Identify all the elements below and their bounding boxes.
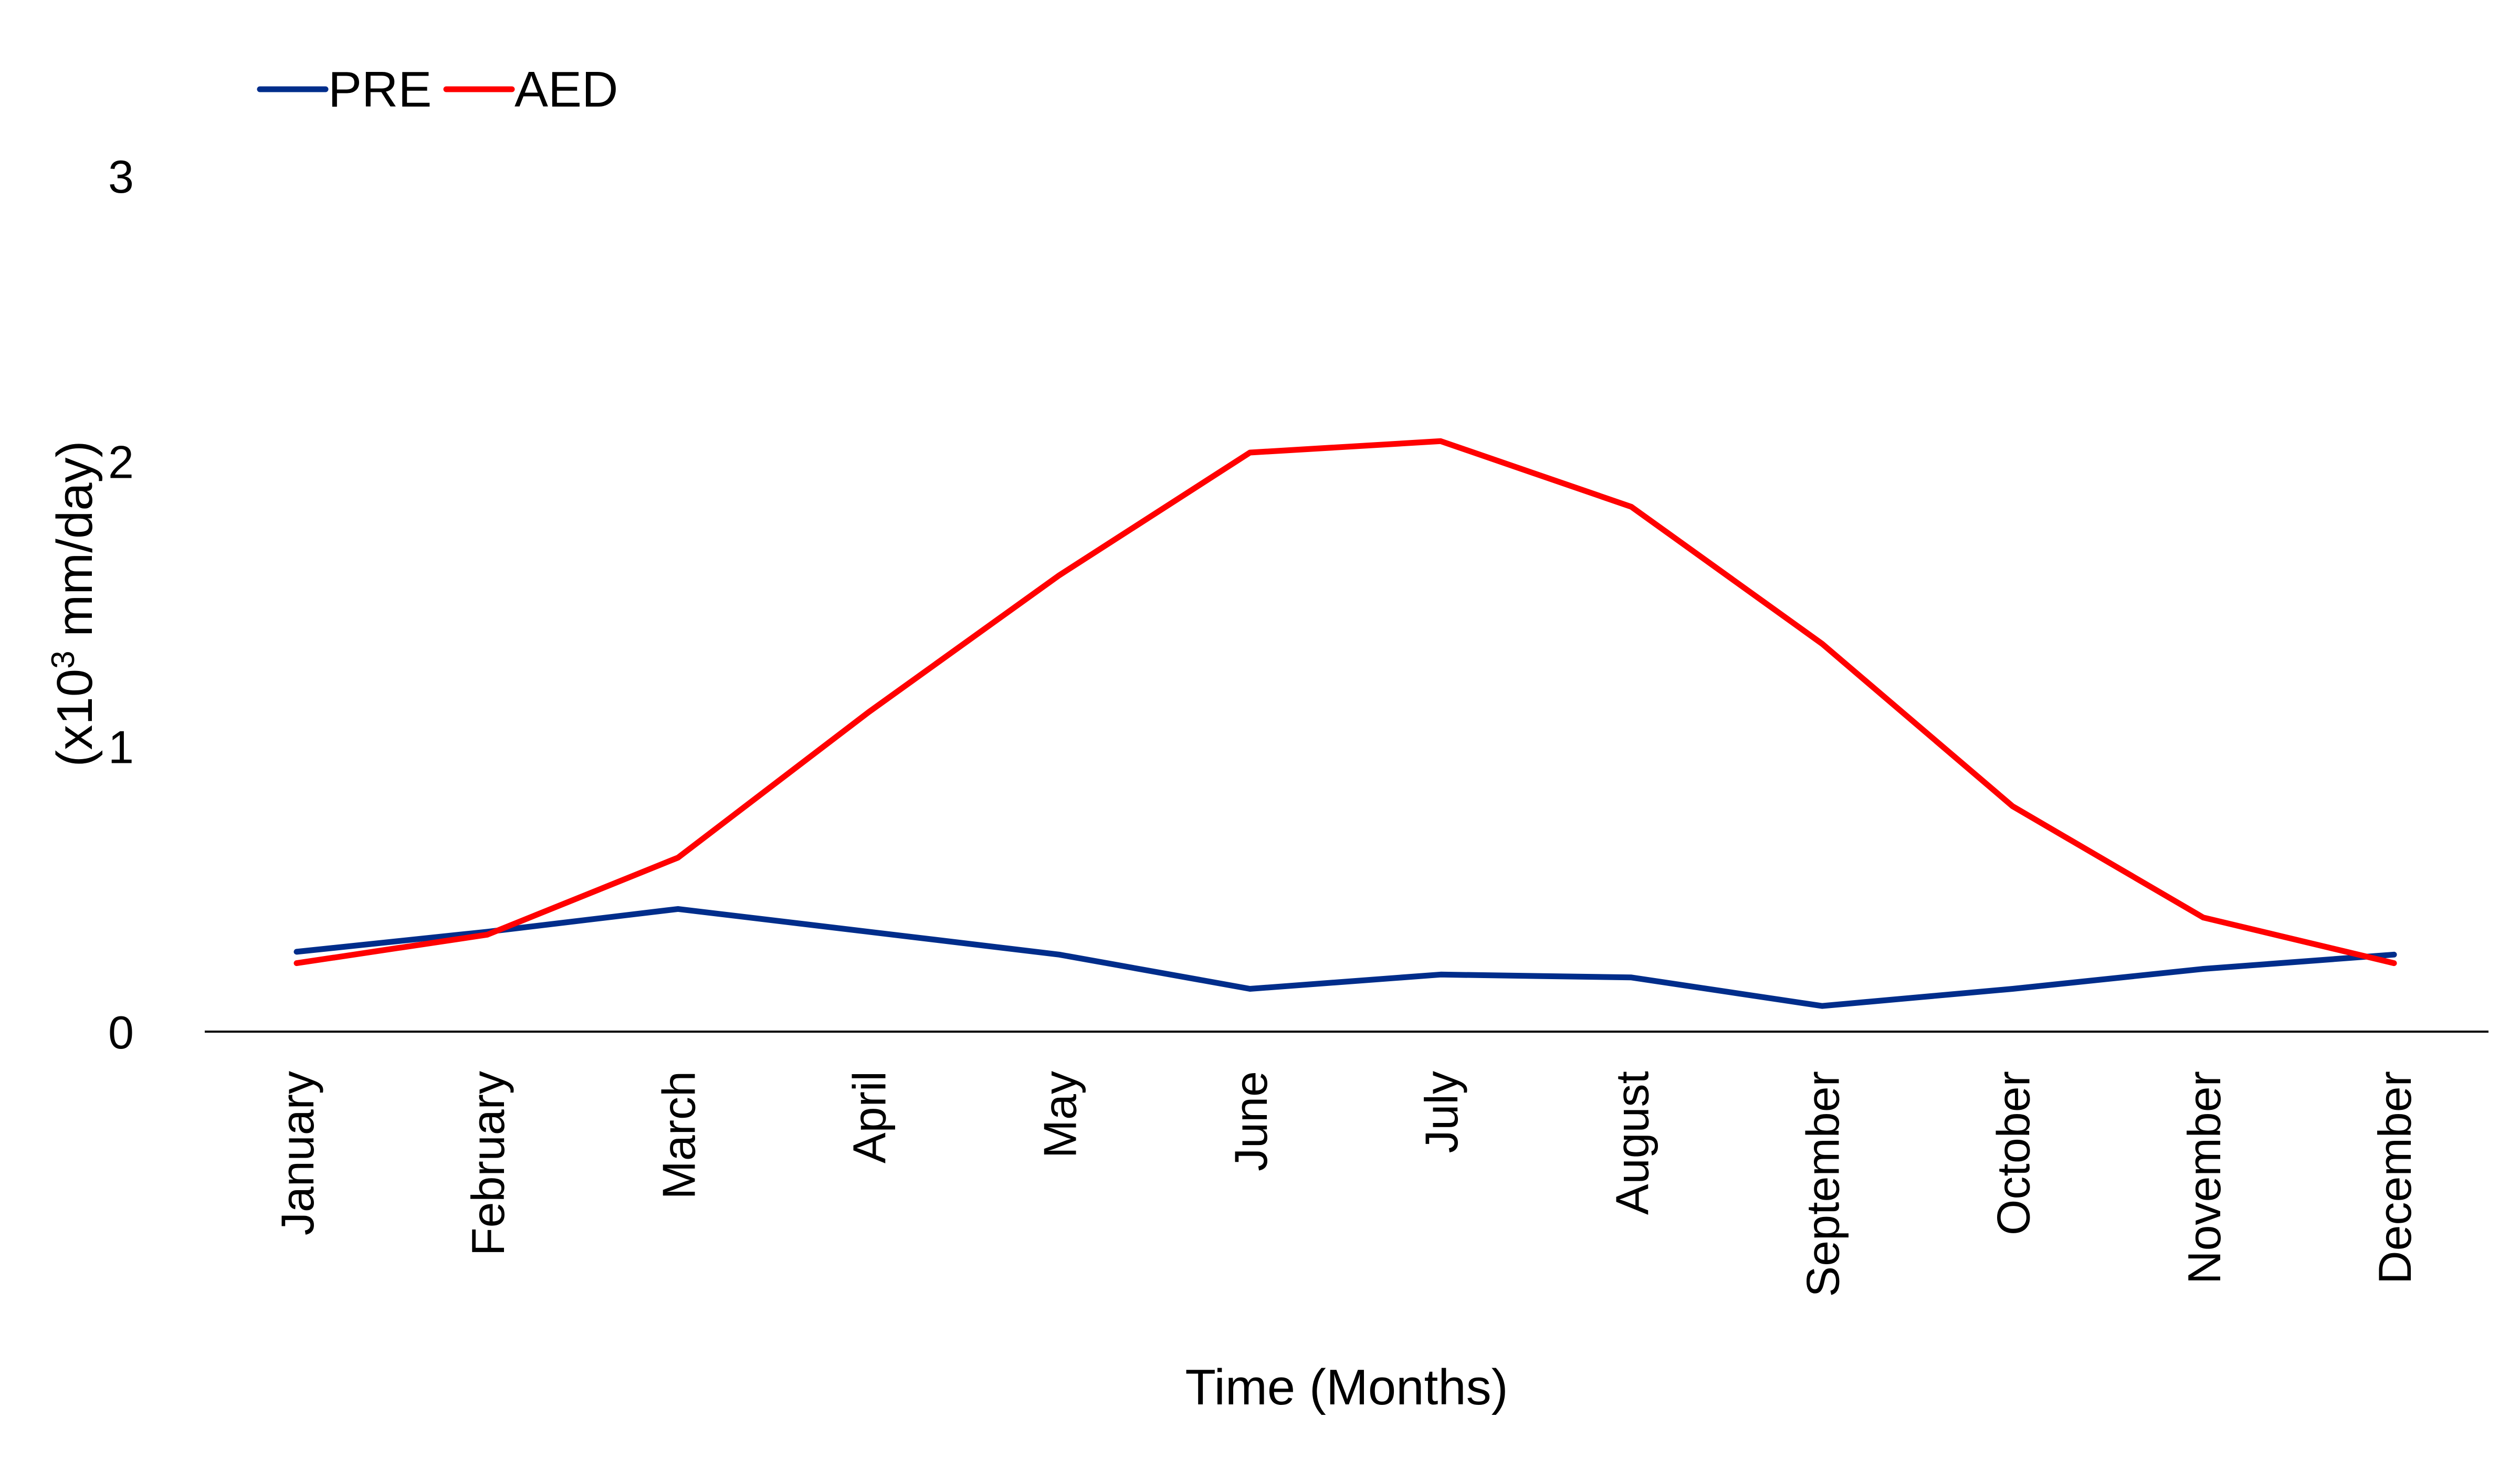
y-tick-label: 2 [108, 436, 134, 488]
y-axis-title-prefix: (x10 [47, 669, 103, 767]
data-point-aed [675, 855, 680, 860]
data-point-aed [1057, 573, 1062, 578]
data-point-aed [485, 932, 490, 937]
x-axis-title: Time (Months) [1185, 1359, 1508, 1415]
data-point-pre [294, 949, 299, 954]
x-tick-label: July [1415, 1071, 1467, 1153]
data-point-pre [866, 929, 872, 934]
data-point-pre [1629, 975, 1634, 980]
data-point-pre [1438, 972, 1443, 977]
x-tick-label: November [2178, 1071, 2230, 1284]
data-point-pre [1057, 952, 1062, 957]
legend: PRE AED [260, 61, 618, 118]
data-point-pre [2391, 952, 2397, 957]
data-point-aed [1629, 504, 1634, 509]
data-point-pre [1247, 986, 1253, 992]
data-point-aed [294, 961, 299, 966]
y-axis-title-suffix: mm/day) [47, 440, 103, 650]
y-tick-label: 1 [108, 721, 134, 773]
data-point-aed [1247, 450, 1253, 455]
x-tick-label: March [653, 1071, 705, 1200]
y-axis-title-superscript: 3 [45, 650, 81, 668]
x-tick-label: September [1797, 1071, 1849, 1297]
legend-label-pre: PRE [328, 61, 432, 118]
data-point-aed [866, 710, 872, 715]
x-tick-label: June [1225, 1071, 1277, 1171]
y-tick-label: 3 [108, 151, 134, 203]
data-point-aed [2201, 915, 2206, 920]
data-point-aed [2391, 961, 2397, 966]
x-tick-label: May [1034, 1071, 1086, 1158]
y-axis-title: (x103 mm/day) [45, 440, 103, 766]
data-point-pre [2010, 986, 2015, 992]
data-point-pre [2201, 967, 2206, 972]
y-axis-ticks: 0 1 2 3 [108, 151, 134, 1058]
series-line-aed [297, 441, 2394, 963]
x-tick-label: December [2369, 1071, 2421, 1284]
data-point-aed [2010, 804, 2015, 809]
y-tick-label: 0 [108, 1006, 134, 1058]
x-tick-label: February [462, 1071, 514, 1256]
data-point-aed [1438, 438, 1443, 444]
chart-container: PRE AED 0 1 2 3 January February March April May… [0, 0, 2520, 1470]
x-tick-label: August [1606, 1071, 1658, 1215]
line-chart: PRE AED 0 1 2 3 January February March April May… [0, 0, 2520, 1470]
x-tick-label: April [844, 1071, 896, 1163]
data-point-pre [1820, 1003, 1825, 1009]
data-point-aed [1820, 641, 1825, 646]
x-tick-label: January [271, 1071, 323, 1235]
data-point-pre [675, 906, 680, 911]
x-tick-label: October [1988, 1071, 2040, 1235]
series-line-pre [297, 909, 2394, 1006]
x-axis-ticks: January February March April May June July Augu… [271, 1071, 2421, 1297]
legend-label-aed: AED [514, 61, 618, 118]
series-lines [294, 438, 2397, 1009]
